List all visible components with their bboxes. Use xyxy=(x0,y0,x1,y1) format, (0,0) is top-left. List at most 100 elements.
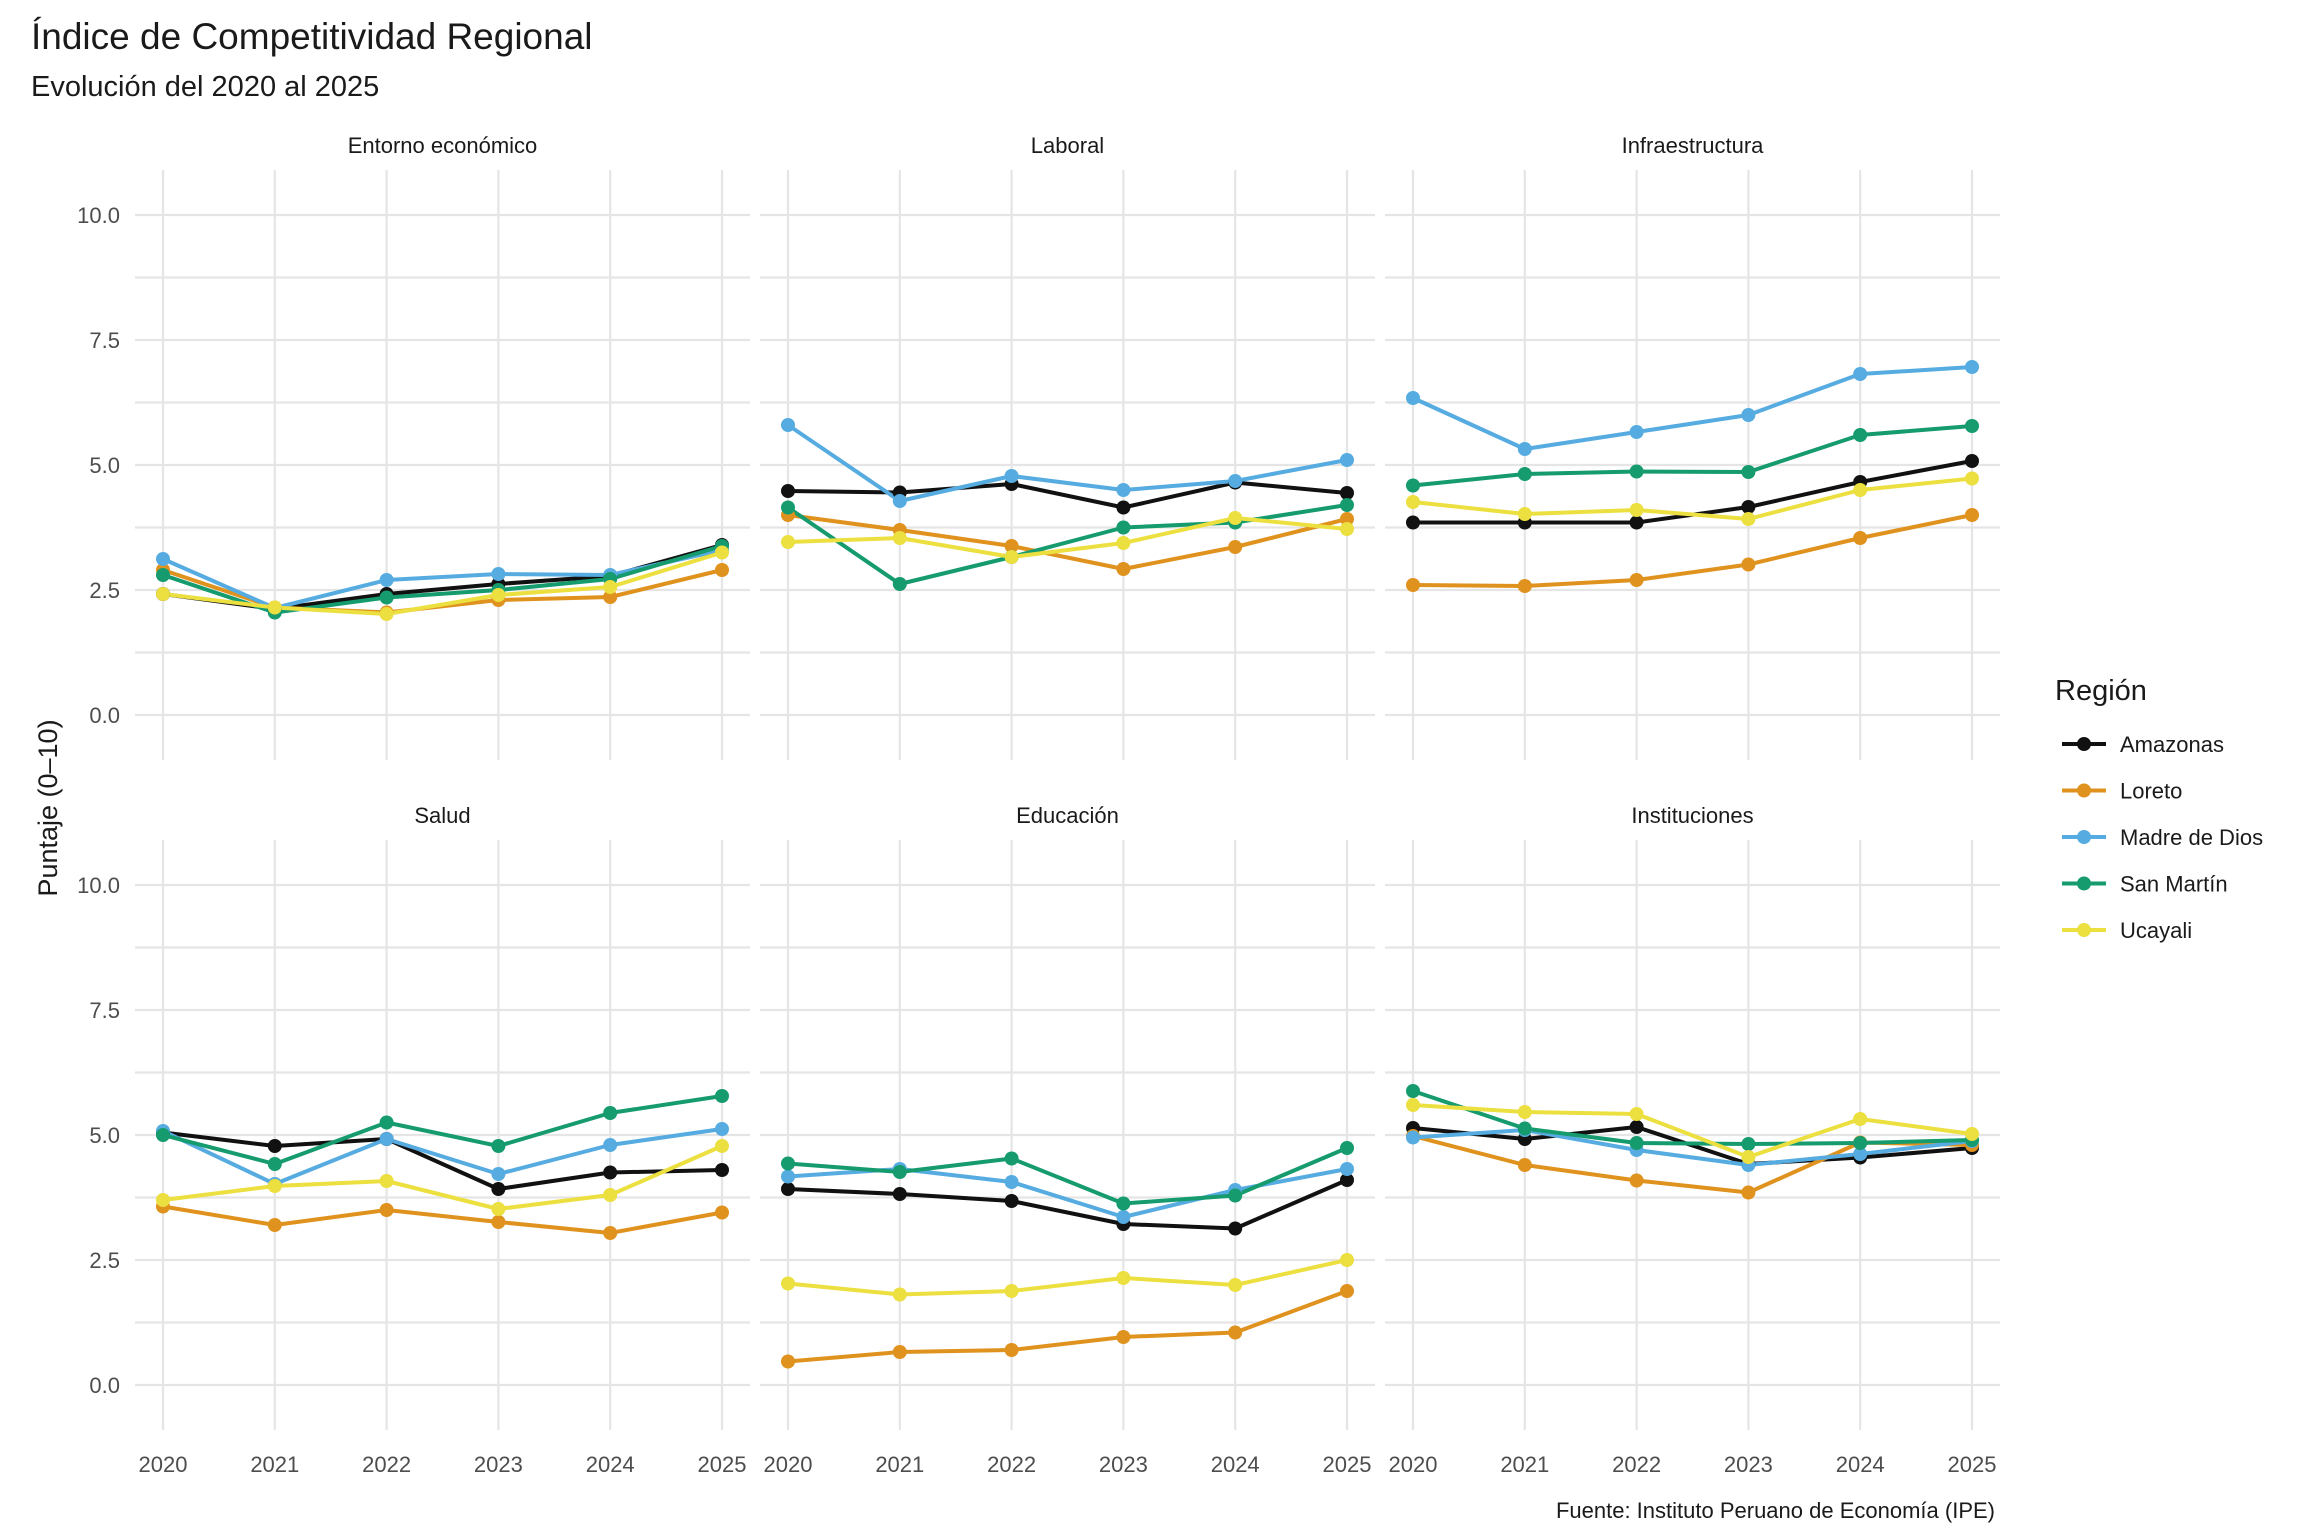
legend-label: Ucayali xyxy=(2120,918,2192,943)
data-point xyxy=(1406,515,1420,530)
data-point xyxy=(1517,442,1532,456)
series-line xyxy=(161,1130,724,1191)
data-point xyxy=(1340,1141,1354,1155)
data-point xyxy=(1629,503,1644,517)
data-point xyxy=(1228,474,1243,488)
data-point xyxy=(1853,483,1868,497)
series-line xyxy=(786,480,1349,510)
y-tick-label: 7.5 xyxy=(89,328,120,353)
data-point xyxy=(379,1132,394,1146)
series-line xyxy=(786,1178,1349,1231)
legend-label: San Martín xyxy=(2120,872,2228,897)
data-point xyxy=(379,590,394,605)
x-tick-label: 2021 xyxy=(875,1452,924,1477)
data-point xyxy=(781,1156,795,1171)
data-point xyxy=(1004,1175,1019,1189)
data-point xyxy=(1340,512,1354,526)
series-line xyxy=(161,1144,724,1211)
y-tick-label: 5.0 xyxy=(89,1123,120,1148)
data-point xyxy=(1228,1188,1243,1203)
data-point xyxy=(1004,550,1019,564)
data-point xyxy=(1004,1284,1019,1298)
data-point xyxy=(781,500,795,515)
data-point xyxy=(491,1167,506,1181)
data-point xyxy=(379,573,394,587)
data-point xyxy=(1629,1120,1644,1134)
y-tick-label: 0.0 xyxy=(89,703,120,728)
legend-item: Ucayali xyxy=(2062,918,2192,943)
data-point xyxy=(603,1226,618,1240)
series-line xyxy=(161,1204,724,1235)
series-line xyxy=(161,548,724,610)
chart-caption: Fuente: Instituto Peruano de Economía (I… xyxy=(1556,1498,1995,1523)
data-point xyxy=(1228,540,1243,554)
data-point xyxy=(715,1163,729,1177)
y-tick-label: 5.0 xyxy=(89,453,120,478)
data-point xyxy=(1340,486,1354,500)
chart-title: Índice de Competitividad Regional xyxy=(31,16,593,57)
x-tick-label: 2024 xyxy=(586,1452,635,1477)
data-point xyxy=(1004,539,1019,553)
data-point xyxy=(1965,1127,1979,1141)
data-point xyxy=(1965,508,1979,522)
x-tick-label: 2025 xyxy=(1948,1452,1997,1477)
data-point xyxy=(1741,512,1756,526)
legend-label: Loreto xyxy=(2120,779,2182,804)
series-line xyxy=(786,1258,1349,1297)
data-point xyxy=(1340,1173,1354,1187)
data-point xyxy=(1853,1147,1868,1161)
data-point xyxy=(1741,1150,1756,1164)
data-point xyxy=(156,1128,170,1142)
facet-label: Instituciones xyxy=(1631,803,1753,828)
legend-key-point xyxy=(2077,830,2091,844)
data-point xyxy=(1517,1105,1532,1119)
series-line xyxy=(1411,476,1974,521)
panel-1: Entorno económico 0.0 2.5 5.0 7.5 10.0 xyxy=(77,133,750,760)
data-point xyxy=(1406,1098,1420,1112)
x-tick-label: 2020 xyxy=(764,1452,813,1477)
x-tick-label: 2021 xyxy=(1500,1452,1549,1477)
data-point xyxy=(1340,1253,1354,1267)
data-point xyxy=(1228,1221,1243,1236)
y-axis-label: Puntaje (0–10) xyxy=(33,719,63,896)
series-line xyxy=(1411,1103,1974,1159)
data-point xyxy=(1228,511,1243,525)
data-point xyxy=(603,1106,618,1120)
data-point xyxy=(267,1139,282,1153)
panel-3: Infraestructura xyxy=(1385,133,2000,760)
y-tick-label: 2.5 xyxy=(89,578,120,603)
y-tick-label: 10.0 xyxy=(77,203,120,228)
x-tick-label: 2025 xyxy=(1323,1452,1372,1477)
data-point xyxy=(1629,1173,1644,1188)
data-point xyxy=(491,1215,506,1229)
data-point xyxy=(156,587,170,601)
data-point xyxy=(1116,1196,1131,1211)
y-tick-label: 0.0 xyxy=(89,1373,120,1398)
data-point xyxy=(603,580,618,594)
data-point xyxy=(892,1165,907,1179)
series-line xyxy=(786,503,1349,586)
data-point xyxy=(1517,579,1532,593)
data-point xyxy=(1853,531,1868,545)
data-point xyxy=(1741,408,1756,422)
data-point xyxy=(781,418,795,432)
data-point xyxy=(1406,578,1420,592)
facet-label: Educación xyxy=(1016,803,1119,828)
data-point xyxy=(1629,1136,1644,1150)
series-line xyxy=(161,550,724,616)
series-line xyxy=(161,1094,724,1166)
data-point xyxy=(1340,453,1354,467)
data-point xyxy=(267,1218,282,1232)
data-point xyxy=(1406,478,1420,493)
data-point xyxy=(781,1354,795,1369)
data-point xyxy=(1853,428,1868,442)
data-point xyxy=(1340,1162,1354,1176)
data-point xyxy=(1116,562,1131,576)
data-point xyxy=(603,1188,618,1202)
legend-item: Amazonas xyxy=(2062,732,2224,757)
data-point xyxy=(379,1174,394,1188)
data-point xyxy=(491,567,506,581)
series-line xyxy=(1411,1128,1974,1167)
data-point xyxy=(1517,467,1532,481)
